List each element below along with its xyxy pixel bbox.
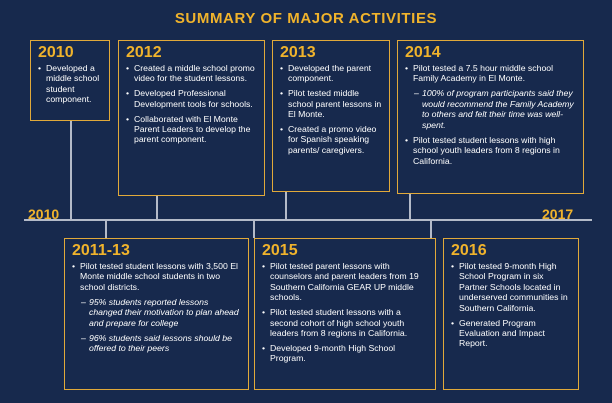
connector-line [70,121,72,219]
activity-item: Pilot tested student lessons with a seco… [262,307,429,338]
year-label: 2014 [405,44,441,61]
activity-subitem: 100% of program participants said they w… [405,88,577,130]
connector-line [156,196,158,219]
activity-list: Developed the parent component. Pilot te… [280,63,383,155]
activity-item: Created a promo video for Spanish speaki… [280,124,383,155]
timeline-box-top-1: 2012 Created a middle school promo video… [118,40,265,196]
activity-subitem: 95% students reported lessons changed th… [72,297,242,328]
year-label: 2011-13 [72,242,130,259]
timeline-box-top-2: 2013 Developed the parent component. Pil… [272,40,390,192]
timeline-axis [24,219,592,221]
timeline-box-bottom-2: 2016 Pilot tested 9-month High School Pr… [443,238,579,390]
timeline-box-top-0: 2010 Developed a middle school student c… [30,40,110,121]
timeline-box-bottom-1: 2015 Pilot tested parent lessons with co… [254,238,436,390]
activity-list: Pilot tested 9-month High School Program… [451,261,572,349]
activity-item: Collaborated with El Monte Parent Leader… [126,114,258,145]
activity-list: Developed a middle school student compon… [38,63,103,105]
year-label: 2010 [38,44,74,61]
activity-subitem: 96% students said lessons should be offe… [72,333,242,354]
year-label: 2016 [451,242,487,259]
connector-line [253,219,255,238]
activity-list: Pilot tested student lessons with 3,500 … [72,261,242,354]
year-label: 2015 [262,242,298,259]
activity-item: Generated Program Evaluation and Impact … [451,318,572,349]
activity-item: Pilot tested student lessons with 3,500 … [72,261,242,292]
activity-item: Developed Professional Development tools… [126,88,258,109]
connector-line [105,219,107,238]
connector-line [409,194,411,219]
activity-item: Pilot tested a 7.5 hour middle school Fa… [405,63,577,84]
activity-item: Developed 9-month High School Program. [262,343,429,364]
activity-item: Pilot tested middle school parent lesson… [280,88,383,119]
activity-list: Pilot tested a 7.5 hour middle school Fa… [405,63,577,166]
activity-item: Developed a middle school student compon… [38,63,103,105]
timeline-box-top-3: 2014 Pilot tested a 7.5 hour middle scho… [397,40,584,194]
activity-item: Created a middle school promo video for … [126,63,258,84]
activity-list: Pilot tested parent lessons with counsel… [262,261,429,364]
page-title: SUMMARY OF MAJOR ACTIVITIES [174,10,438,27]
year-label: 2013 [280,44,316,61]
activity-list: Created a middle school promo video for … [126,63,258,145]
year-label: 2012 [126,44,162,61]
axis-end-label: 2017 [542,206,574,222]
connector-line [285,192,287,219]
timeline-box-bottom-0: 2011-13 Pilot tested student lessons wit… [64,238,249,390]
activity-item: Developed the parent component. [280,63,383,84]
activity-item: Pilot tested 9-month High School Program… [451,261,572,313]
connector-line [430,219,432,238]
axis-start-label: 2010 [28,206,60,222]
activity-item: Pilot tested student lessons with high s… [405,135,577,166]
activity-item: Pilot tested parent lessons with counsel… [262,261,429,303]
